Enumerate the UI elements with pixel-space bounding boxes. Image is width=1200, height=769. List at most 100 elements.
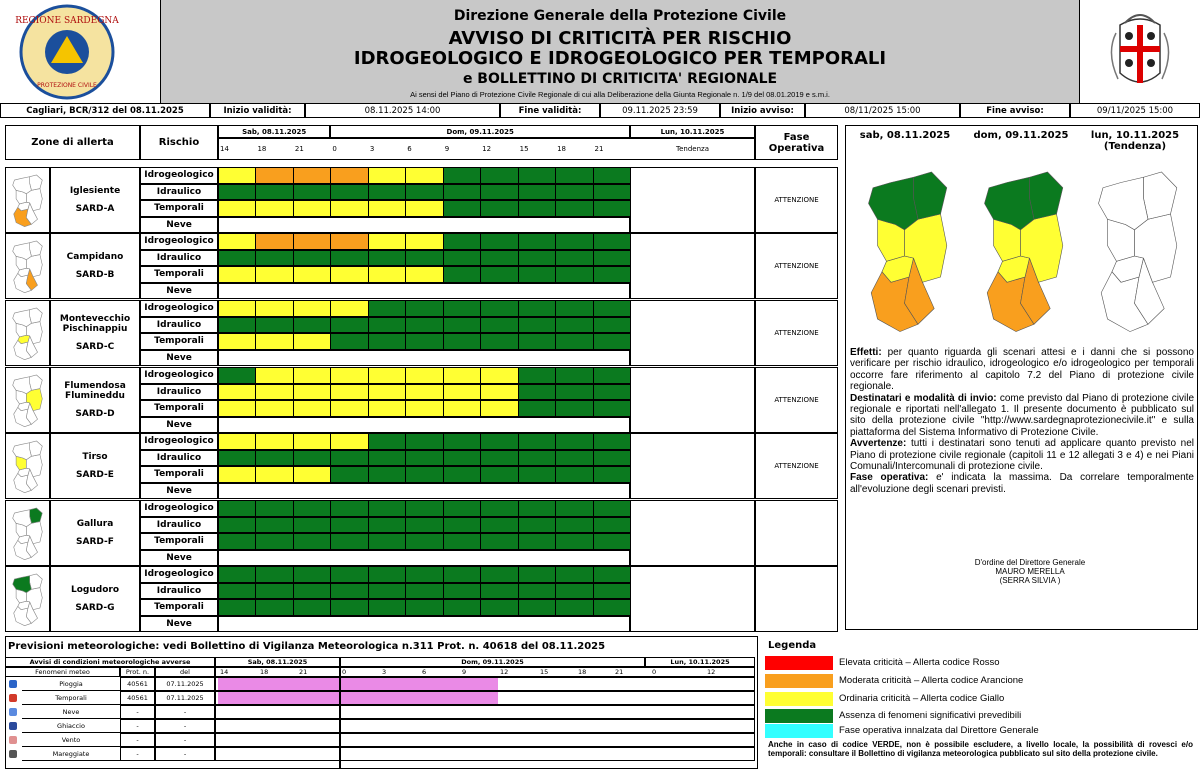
alert-cell [255,316,294,333]
empty-row [218,416,630,433]
alert-cell [592,449,631,466]
meteo-icon [9,680,17,688]
alert-cell [405,533,444,550]
legend-label: Moderata criticità – Allerta codice Aran… [839,675,1024,686]
map-date-text: sab, 08.11.2025 [859,130,951,141]
alert-cell [330,383,369,400]
note: Destinatari e modalità di invio: come pr… [850,393,1194,439]
alert-cell [292,466,332,483]
alert-cell [517,300,557,317]
alert-cell [218,533,257,550]
meteo-name: Pioggia [22,677,120,691]
alert-cell [367,249,407,266]
alert-cell [592,500,631,517]
alert-cell [218,383,257,400]
meteo-time: 6 [422,668,427,676]
alert-cell [405,500,444,517]
alert-cell [367,566,407,583]
zone-icon [12,307,43,361]
legend-label: Fase operativa innalzata dal Direttore G… [839,725,1039,736]
alert-cell [330,599,369,616]
meteo-cell [340,692,380,704]
alert-cell [442,582,482,599]
alert-cell [592,316,631,333]
alert-cell [442,300,482,317]
alert-cell [555,400,594,417]
risk-label: Neve [140,282,218,299]
alert-cell [555,599,594,616]
legend-swatch [765,656,833,670]
alert-cell [292,433,332,450]
day-header: Sab, 08.11.2025 [218,125,331,138]
alert-cell [330,200,369,217]
alert-cell [592,433,631,450]
map-date: dom, 09.11.2025 [956,130,1086,160]
risk-label: Neve [140,216,218,233]
alert-cell [592,400,631,417]
alert-cell [517,582,557,599]
alert-cell [405,466,444,483]
zone-name-cell: Gallura SARD-F [50,500,140,566]
meteo-cell [420,678,460,690]
empty-row [218,216,630,233]
signature: MAURO MERELLA [995,567,1065,576]
alert-cell [480,300,519,317]
alert-cell [517,383,557,400]
zone-name-cell: Campidano SARD-B [50,233,140,299]
tendency-cell [630,433,755,499]
alert-cell [367,183,407,200]
alert-cell [517,500,557,517]
tendency-cell [630,167,755,233]
map-zone [29,374,43,391]
title: AVVISO DI CRITICITÀ PER RISCHIO [448,28,792,49]
fase-text: ATTENZIONE [774,329,819,337]
risk-label: Temporali [140,599,218,616]
legend-label: Elevata criticità – Allerta codice Rosso [839,657,1000,668]
alert-cell [292,266,332,283]
coat-of-arms [1110,14,1170,83]
zone-icon-cell [5,367,50,433]
alert-cell [405,383,444,400]
meteo-icon [9,750,17,758]
alert-cell [517,183,557,200]
alert-cell [480,400,519,417]
alert-cell [292,449,332,466]
alert-cell [555,500,594,517]
meteo-prot: 40561 [120,677,155,691]
alert-cell [367,582,407,599]
alert-cell [480,249,519,266]
map-zone [29,440,43,457]
alert-cell [517,599,557,616]
alert-cell [442,333,482,350]
alert-cell [592,333,631,350]
alert-cell [218,266,257,283]
alert-cell [255,266,294,283]
alert-cell [480,183,519,200]
meteo-prot: - [120,747,155,761]
zone-icon [12,507,43,561]
alert-cell [367,599,407,616]
alert-cell [330,533,369,550]
alert-cell [592,249,631,266]
alert-cell [480,449,519,466]
map-zone [12,575,32,594]
legend-label: Assenza di fenomeni significativi preved… [839,710,1022,721]
zone-icon-cell [5,566,50,632]
alert-cell [330,466,369,483]
time-label: 21 [594,145,604,153]
alert-cell [555,566,594,583]
map-zone [868,176,919,231]
alert-cell [517,466,557,483]
signature: (SERRA SILVIA ) [999,576,1061,585]
alert-cell [292,300,332,317]
fase-cell: ATTENZIONE [755,367,838,433]
meteo-row [215,691,755,705]
alert-cell [480,383,519,400]
meteo-day: Sab, 08.11.2025 [215,657,340,667]
alert-cell [442,233,482,250]
meteo-date: - [155,733,215,747]
meteo-name: Neve [22,705,120,719]
risk-label: Idrogeologico [140,433,218,450]
zone-icon [12,240,43,294]
alert-cell [555,249,594,266]
